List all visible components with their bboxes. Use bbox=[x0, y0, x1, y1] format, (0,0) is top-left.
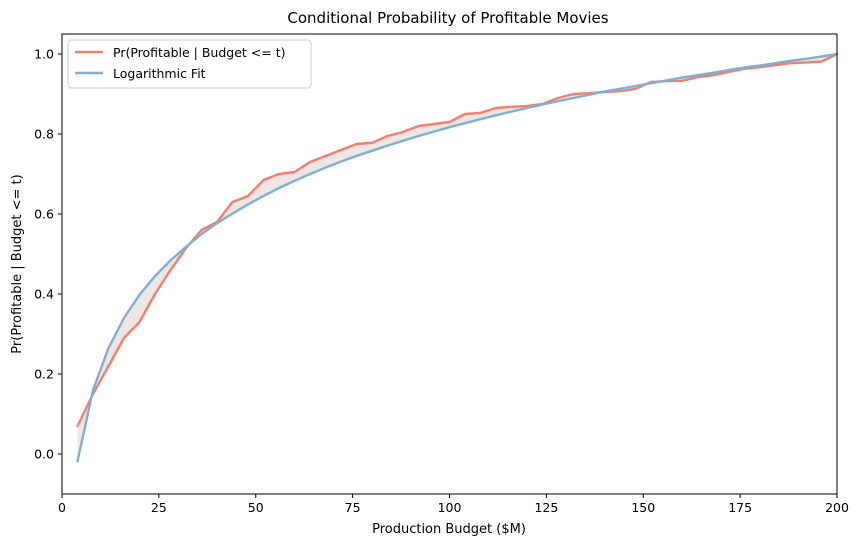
x-tick-label: 25 bbox=[151, 500, 167, 515]
axes-frame bbox=[61, 33, 838, 495]
fill-between-area bbox=[77, 54, 837, 462]
legend-box bbox=[67, 39, 312, 89]
x-tick-label: 100 bbox=[438, 500, 462, 515]
y-axis-ticks: 0.0 0.2 0.4 0.6 0.8 1.0 bbox=[34, 47, 62, 462]
y-tick-label: 1.0 bbox=[34, 47, 54, 62]
x-tick-label: 50 bbox=[248, 500, 264, 515]
x-axis-ticks: 0 25 50 75 100 125 150 175 200 bbox=[58, 494, 849, 515]
y-tick-label: 0.8 bbox=[34, 127, 54, 142]
y-tick-label: 0.2 bbox=[34, 367, 54, 382]
x-tick-label: 125 bbox=[534, 500, 558, 515]
legend-label-profitable: Pr(Profitable | Budget <= t) bbox=[113, 45, 286, 60]
y-axis-label: Pr(Profitable | Budget <= t) bbox=[10, 174, 25, 353]
x-tick-label: 175 bbox=[728, 500, 752, 515]
x-tick-label: 75 bbox=[345, 500, 361, 515]
legend-label-log-fit: Logarithmic Fit bbox=[113, 66, 206, 81]
series-line-log-fit bbox=[76, 52, 839, 463]
x-tick-label: 0 bbox=[58, 500, 66, 515]
chart-title: Conditional Probability of Profitable Mo… bbox=[287, 9, 608, 27]
x-tick-label: 200 bbox=[825, 500, 849, 515]
y-tick-label: 0.6 bbox=[34, 207, 54, 222]
series-line-profitable bbox=[76, 52, 839, 428]
legend: Pr(Profitable | Budget <= t) Logarithmic… bbox=[67, 39, 312, 89]
x-tick-label: 150 bbox=[631, 500, 655, 515]
y-tick-label: 0.4 bbox=[34, 287, 54, 302]
series-lines bbox=[76, 52, 839, 463]
plot-area bbox=[76, 52, 839, 463]
x-axis-label: Production Budget ($M) bbox=[372, 522, 526, 537]
y-tick-label: 0.0 bbox=[34, 447, 54, 462]
